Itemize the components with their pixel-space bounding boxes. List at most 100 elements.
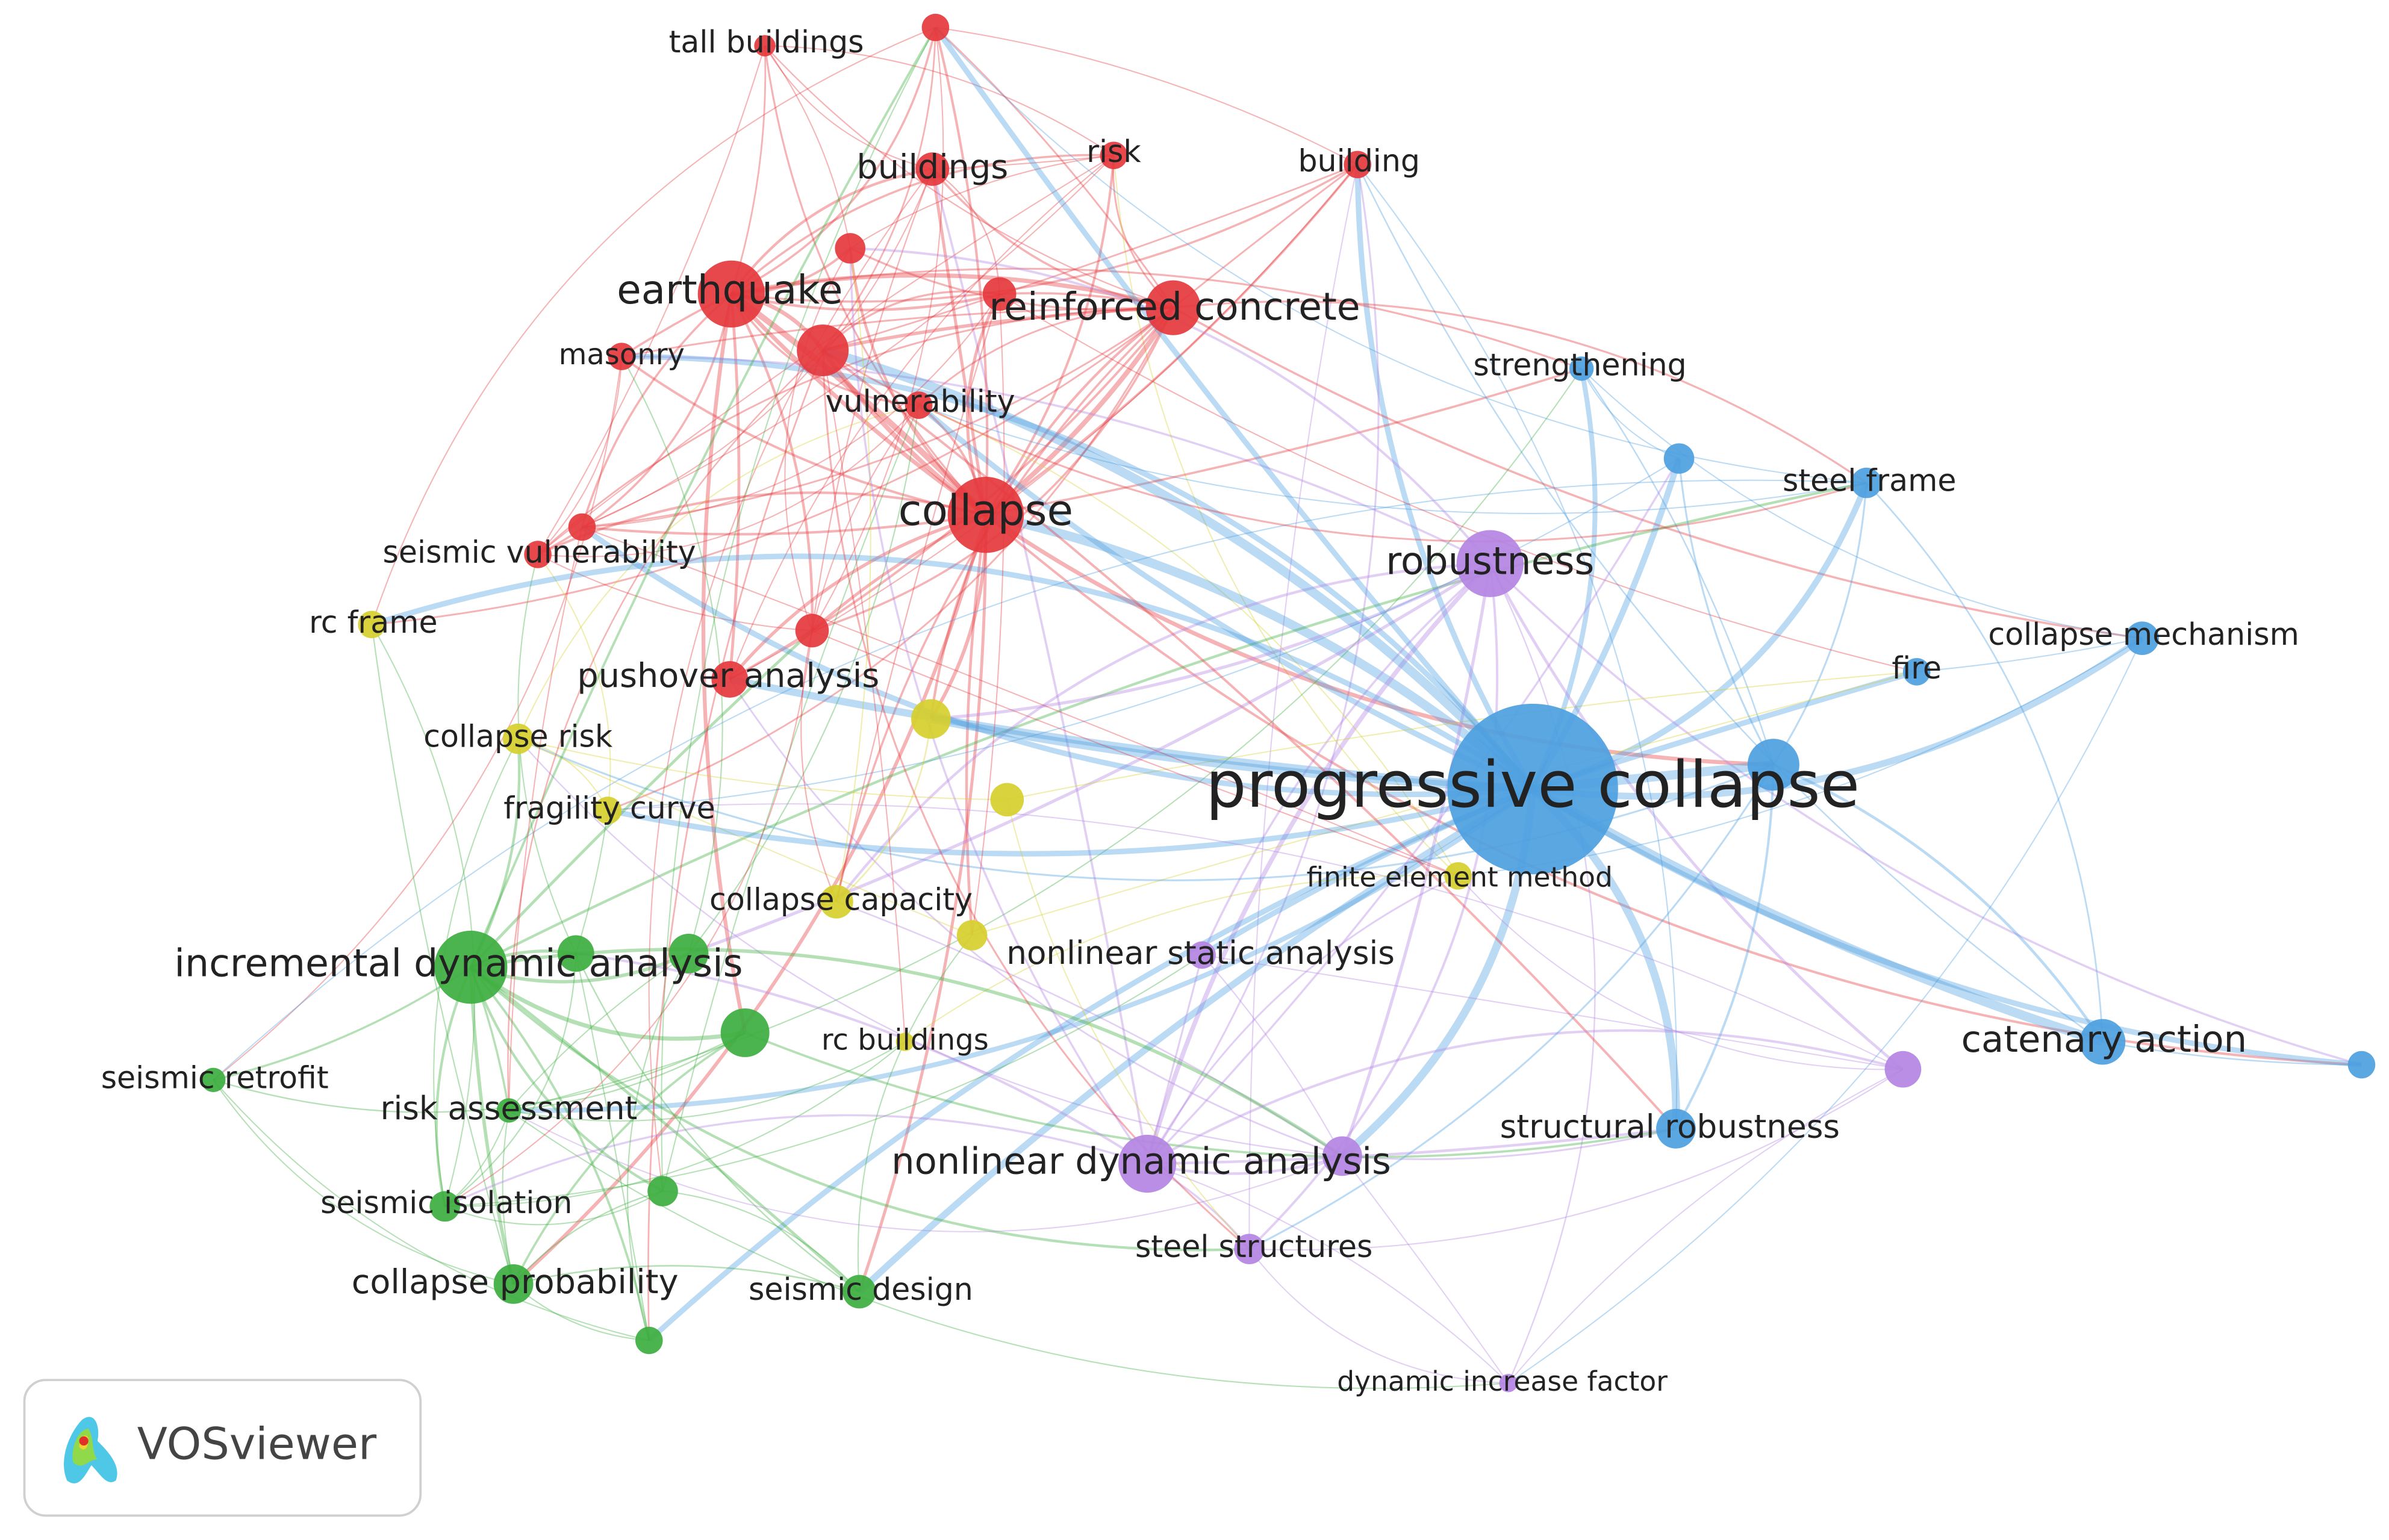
edge: [985, 164, 1359, 516]
edge: [918, 405, 1459, 877]
edge: [213, 1079, 514, 1285]
node-label: rc frame: [309, 604, 438, 640]
edge: [905, 874, 1459, 1043]
node-label: earthquake: [617, 267, 843, 313]
edge: [932, 155, 1114, 170]
node-label: collapse risk: [423, 719, 613, 754]
edge: [582, 526, 1459, 877]
edge: [1866, 482, 2104, 1042]
edge: [1357, 164, 1678, 1129]
node: [1884, 1051, 1922, 1088]
node: [2079, 1019, 2126, 1065]
edge: [811, 307, 1174, 632]
edge: [608, 803, 1904, 1070]
edge: [933, 26, 1535, 791]
node: [835, 233, 866, 264]
edge: [1147, 1029, 1904, 1165]
node-label: pushover analysis: [577, 656, 879, 695]
node: [820, 885, 853, 919]
node-label: risk assessment: [381, 1090, 638, 1127]
node-label: tall buildings: [669, 24, 864, 60]
edge: [1357, 164, 2104, 1043]
node: [905, 391, 933, 419]
node: [1569, 356, 1594, 381]
edge: [1530, 785, 2104, 1046]
edge: [857, 786, 1534, 1294]
node: [647, 1176, 678, 1206]
node: [982, 277, 1017, 311]
node-label: incremental dynamic analysis: [174, 941, 743, 986]
edge: [765, 45, 1114, 156]
node: [493, 1264, 534, 1304]
node: [1118, 1134, 1177, 1193]
edge: [647, 786, 1534, 1343]
edge: [1581, 368, 1680, 459]
edge: [784, 247, 851, 631]
edge: [470, 966, 650, 1341]
edge: [850, 247, 1491, 565]
edge: [517, 738, 1008, 801]
edge: [575, 810, 609, 954]
edge: [621, 355, 986, 517]
node-label: nonlinear static analysis: [1006, 934, 1395, 972]
edge: [764, 45, 987, 516]
edge: [1772, 763, 2104, 1043]
edge: [822, 290, 1000, 352]
edge: [730, 167, 933, 295]
edge: [688, 405, 920, 954]
node: [502, 723, 534, 754]
node-label: nonlinear dynamic analysis: [891, 1141, 1391, 1183]
node: [1344, 151, 1371, 179]
edge: [575, 953, 860, 1293]
node: [496, 1098, 522, 1123]
node-label: buildings: [856, 147, 1008, 187]
edge: [469, 26, 937, 968]
edge: [1581, 368, 2143, 639]
edge: [621, 353, 1535, 791]
edge: [508, 953, 690, 1111]
edge: [821, 349, 1677, 1130]
edge: [213, 356, 623, 1081]
edge: [857, 934, 973, 1292]
edge: [1341, 563, 1492, 1157]
node-label: vulnerability: [826, 383, 1015, 419]
edge: [811, 27, 944, 632]
node: [921, 13, 950, 42]
node: [2347, 1051, 2376, 1079]
edge: [812, 630, 1459, 877]
edge: [512, 1031, 746, 1285]
edge: [370, 553, 1534, 792]
edge: [934, 27, 989, 515]
node: [668, 933, 709, 973]
node: [201, 1067, 226, 1093]
node: [711, 661, 749, 698]
edge: [372, 306, 1174, 626]
node-label: structural robustness: [1500, 1108, 1840, 1145]
edge: [930, 169, 988, 515]
edge: [507, 350, 824, 1111]
edge: [371, 26, 936, 625]
edge: [935, 26, 1174, 308]
node: [1499, 1374, 1518, 1393]
edge: [1508, 638, 2143, 1384]
edge: [1007, 671, 1917, 801]
edge: [932, 169, 1000, 294]
edge: [835, 294, 1000, 902]
node-label: fragility curve: [503, 790, 715, 826]
edge: [931, 168, 1174, 309]
edge: [508, 787, 1534, 1113]
edge: [444, 953, 577, 1207]
edge: [850, 155, 1114, 249]
node: [1444, 862, 1472, 890]
edge: [662, 1190, 860, 1293]
edge: [1146, 458, 1680, 1165]
edge: [1531, 786, 2362, 1068]
node-label: rc buildings: [821, 1023, 989, 1057]
edge: [764, 45, 1174, 309]
edge: [858, 515, 988, 1293]
node-label: seismic design: [749, 1271, 973, 1307]
node: [434, 930, 508, 1004]
edge: [621, 306, 1174, 358]
edge: [1248, 764, 1775, 1250]
edge: [508, 368, 1582, 1111]
